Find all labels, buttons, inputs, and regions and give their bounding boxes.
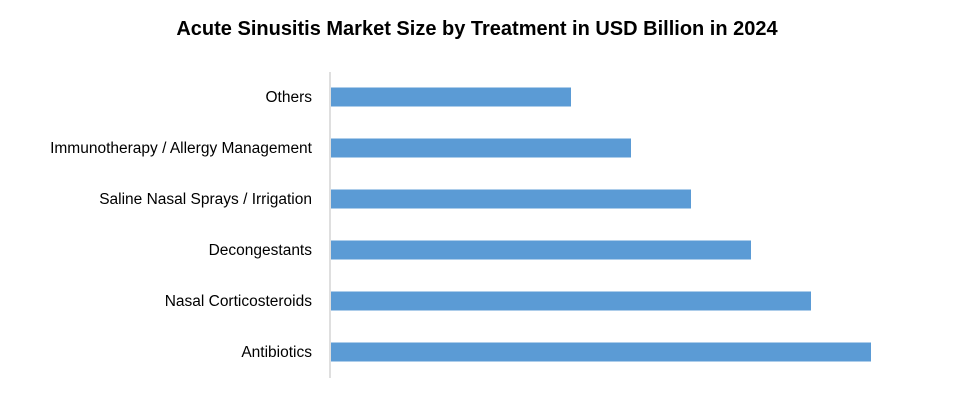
bars-group — [331, 87, 871, 362]
category-label-decongestants: Decongestants — [209, 242, 313, 259]
bar-others — [331, 87, 571, 107]
category-labels-group: Others Immunotherapy / Allergy Management… — [50, 89, 313, 361]
category-label-saline-nasal-sprays-irrigation: Saline Nasal Sprays / Irrigation — [99, 191, 312, 208]
category-label-nasal-corticosteroids: Nasal Corticosteroids — [165, 293, 313, 310]
chart-title: Acute Sinusitis Market Size by Treatment… — [176, 18, 778, 40]
category-label-others: Others — [265, 89, 312, 106]
category-label-immunotherapy-allergy-management: Immunotherapy / Allergy Management — [50, 140, 313, 157]
bar-immunotherapy-allergy-management — [331, 138, 631, 158]
bar-nasal-corticosteroids — [331, 291, 811, 311]
bar-saline-nasal-sprays-irrigation — [331, 189, 691, 209]
bar-decongestants — [331, 240, 751, 260]
category-label-antibiotics: Antibiotics — [241, 344, 312, 361]
bar-antibiotics — [331, 342, 871, 362]
